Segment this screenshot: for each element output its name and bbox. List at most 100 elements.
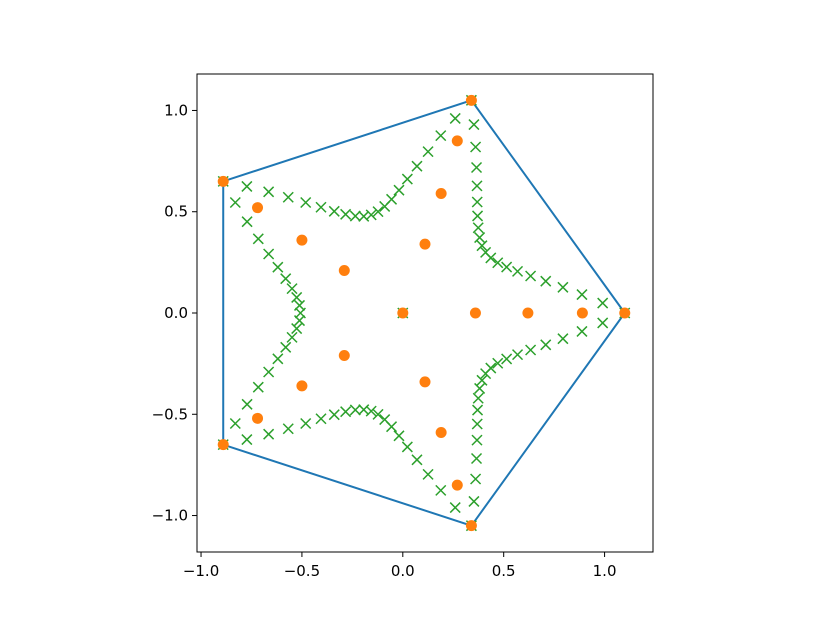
dot-marker — [451, 479, 463, 491]
cross-marker — [480, 246, 492, 258]
cross-marker — [576, 325, 588, 337]
dot-marker — [419, 376, 431, 388]
dot-marker — [338, 350, 350, 362]
dot-marker — [252, 202, 264, 214]
cross-marker — [282, 423, 294, 435]
cross-marker — [525, 270, 537, 282]
x-tick-label: 0.5 — [492, 562, 516, 580]
cross-marker — [492, 357, 504, 369]
cross-marker — [474, 232, 486, 244]
cross-marker — [328, 205, 340, 217]
x-tick-label: −1.0 — [183, 562, 219, 580]
x-tick-label: −0.5 — [284, 562, 320, 580]
cross-marker — [485, 362, 497, 374]
cross-marker — [449, 502, 461, 514]
cross-marker — [422, 468, 434, 480]
cross-marker — [280, 273, 292, 285]
plot-marks — [217, 94, 631, 532]
cross-marker — [349, 404, 361, 416]
cross-marker — [372, 408, 384, 420]
cross-marker — [358, 210, 370, 222]
cross-marker — [241, 434, 253, 446]
cross-marker — [540, 275, 552, 287]
cross-marker — [293, 315, 306, 327]
cross-marker — [435, 130, 447, 142]
y-axis: −1.0 −0.5 0.0 0.5 1.0 — [152, 101, 197, 525]
cross-marker — [472, 404, 484, 416]
cross-marker — [501, 261, 513, 273]
cross-marker — [597, 297, 609, 309]
cross-marker — [229, 196, 241, 209]
cross-marker — [241, 398, 253, 410]
dot-marker — [217, 175, 229, 187]
dot-marker — [435, 188, 447, 199]
cross-marker — [263, 186, 275, 198]
cross-marker — [263, 366, 275, 378]
dot-marker — [522, 307, 534, 319]
x-tick-label: 1.0 — [593, 562, 617, 580]
cross-marker — [280, 341, 292, 353]
cross-marker — [512, 265, 524, 277]
y-tick-label: −1.0 — [152, 507, 188, 525]
dot-marker — [296, 234, 308, 246]
cross-marker — [492, 257, 504, 269]
y-tick-label: 0.5 — [164, 203, 188, 221]
cross-marker — [476, 240, 488, 252]
dot-marker — [338, 264, 350, 276]
dot-marker — [469, 307, 481, 319]
cross-marker — [282, 191, 294, 203]
cross-marker — [557, 281, 569, 293]
cross-marker — [525, 344, 537, 356]
cross-marker — [315, 201, 327, 213]
cross-marker — [349, 210, 361, 222]
cross-marker — [470, 473, 482, 485]
cross-marker — [393, 430, 405, 442]
cross-marker — [472, 392, 484, 404]
cross-marker — [411, 454, 423, 466]
cross-marker — [379, 200, 391, 212]
dot-marker — [252, 412, 264, 424]
cross-marker — [300, 196, 312, 209]
cross-marker — [263, 248, 275, 260]
y-tick-label: 1.0 — [164, 101, 188, 119]
cross-marker — [401, 441, 413, 453]
cross-marker — [597, 317, 609, 329]
cross-marker — [241, 216, 253, 228]
cross-marker — [512, 349, 524, 361]
cross-marker — [393, 184, 405, 196]
cross-marker — [263, 428, 275, 440]
cross-marker — [468, 119, 480, 131]
cross-marker — [315, 413, 327, 425]
cross-marker — [272, 261, 284, 273]
y-tick-label: −0.5 — [152, 405, 188, 423]
cross-marker — [576, 289, 588, 301]
dot-marker — [465, 94, 477, 106]
cross-marker — [272, 353, 284, 365]
cross-marker — [449, 112, 461, 124]
dot-marker — [217, 439, 229, 451]
polygon-line — [222, 99, 626, 527]
cross-marker — [471, 196, 483, 208]
dot-marker — [451, 135, 463, 147]
cross-marker — [372, 206, 384, 218]
cross-marker — [471, 434, 483, 446]
cross-marker — [470, 161, 483, 174]
cross-marker — [252, 381, 264, 393]
dot-marker — [419, 238, 431, 250]
cross-marker — [411, 160, 423, 172]
cross-marker — [557, 333, 569, 345]
cross-marker — [340, 208, 352, 220]
cross-marker — [300, 417, 312, 430]
cross-marker — [472, 222, 484, 234]
cross-marker — [365, 405, 377, 417]
dot-marker — [397, 307, 409, 319]
x-axis: −1.0 −0.5 0.0 0.5 1.0 — [183, 552, 617, 580]
dot-marker — [576, 307, 588, 319]
cross-marker — [471, 418, 483, 430]
cross-marker — [435, 484, 447, 496]
cross-marker — [386, 421, 398, 433]
cross-marker — [501, 353, 513, 365]
dot-marker — [296, 380, 308, 392]
cross-marker — [422, 146, 434, 158]
